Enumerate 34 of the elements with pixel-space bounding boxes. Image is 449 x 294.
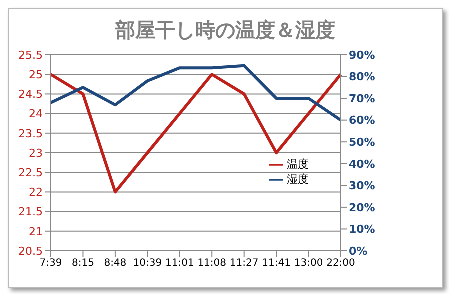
y-tick-label: 24.5 [18,88,43,102]
y-tick-label: 25.5 [18,48,43,62]
x-tick-label: 10:39 [133,258,162,270]
y-tick-label: 20.5 [18,244,43,258]
y2-tick-label: 20% [349,201,376,214]
chart-title: 部屋干し時の温度＆湿度 [114,17,336,44]
x-tick-label: 13:00 [294,258,324,270]
y2-tick-label: 80% [349,70,376,84]
y2-tick-label: 70% [349,92,376,106]
y2-tick-label: 10% [349,223,376,236]
x-tick-label: 11:41 [262,258,291,270]
y-tick-label: 23 [29,146,43,160]
x-tick-label: 11:27 [230,258,259,270]
y-tick-label: 22 [29,186,43,200]
y2-tick-label: 60% [349,114,376,128]
legend-label: 湿度 [287,173,309,186]
x-tick-label: 11:08 [198,258,227,270]
x-tick-label: 22:00 [326,258,356,270]
legend-label: 温度 [287,158,309,171]
x-tick-label: 7:39 [40,258,62,270]
y-tick-label: 22.5 [18,166,43,180]
x-tick-label: 8:48 [104,258,127,270]
y2-tick-label: 30% [349,180,376,193]
y-tick-label: 21 [29,225,43,238]
y-tick-label: 25 [29,68,43,82]
y-tick-label: 24 [29,108,43,121]
x-tick-label: 11:01 [165,258,194,270]
y2-tick-label: 0% [349,244,368,258]
y2-tick-label: 90% [349,48,376,62]
y2-tick-label: 50% [349,136,376,150]
x-tick-label: 8:15 [72,258,94,270]
y-tick-label: 23.5 [18,127,43,140]
y-tick-label: 21.5 [18,206,43,219]
y2-tick-label: 40% [349,158,376,171]
